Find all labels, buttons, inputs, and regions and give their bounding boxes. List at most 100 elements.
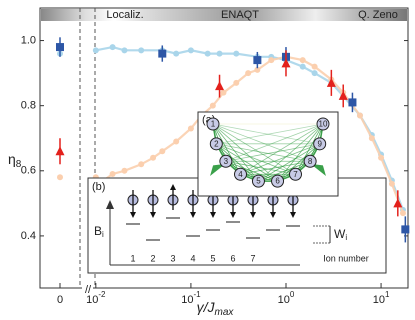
coupling — [212, 123, 296, 175]
sim-point — [245, 70, 252, 77]
node-label: 8 — [308, 157, 313, 166]
x-tick-exponent: -2 — [98, 290, 106, 299]
coupling — [277, 123, 324, 182]
node — [271, 174, 285, 188]
output-arrow — [310, 163, 326, 177]
node-label: 10 — [319, 120, 328, 129]
regime-label: Q. Zeno — [358, 9, 398, 21]
exp-point — [393, 198, 403, 208]
coupling — [225, 123, 324, 162]
sim-point — [173, 50, 180, 57]
sim-point — [399, 210, 406, 217]
w-label-main: W — [334, 227, 346, 241]
sim-point — [138, 161, 145, 168]
sim-point — [109, 44, 116, 51]
node-label: 9 — [317, 139, 322, 148]
ion-number: 3 — [170, 253, 175, 263]
coupling — [216, 123, 324, 145]
x-tick-label: 10-1 — [181, 290, 201, 306]
sim-point — [173, 138, 180, 145]
node-label: 6 — [275, 177, 280, 186]
spin-head — [210, 212, 216, 218]
exp-point — [401, 225, 410, 234]
spin-head — [170, 184, 176, 190]
coupling — [240, 143, 320, 175]
plot-frame — [39, 7, 409, 289]
spin-head — [250, 212, 256, 218]
exp-point — [281, 58, 291, 68]
sim-point — [150, 154, 157, 161]
sim-point — [187, 125, 194, 132]
b-axis-label: Bi — [94, 224, 104, 239]
x-tick-label: 0 — [57, 294, 63, 306]
sim-point — [311, 70, 318, 77]
sim-point — [92, 47, 99, 54]
b-label-sub: i — [102, 230, 104, 239]
input-arrow — [210, 163, 226, 177]
sim-point — [220, 89, 227, 96]
coupling — [240, 160, 311, 175]
ion-number: 5 — [210, 253, 215, 263]
ion-number: 7 — [250, 253, 255, 263]
sim-point — [233, 50, 240, 57]
b-label-main: B — [94, 224, 102, 238]
coupling — [258, 123, 324, 182]
sim-point — [356, 112, 363, 119]
coupling — [216, 143, 259, 182]
node — [219, 154, 233, 168]
coupling — [216, 143, 278, 182]
spin-head — [230, 212, 236, 218]
sim-point — [204, 50, 211, 57]
node-label: 1 — [211, 120, 216, 129]
sim-point — [159, 148, 166, 155]
coupling — [212, 123, 241, 175]
node-label: 5 — [256, 177, 261, 186]
spin-head — [150, 212, 156, 218]
coupling — [258, 143, 320, 182]
spin-head — [190, 212, 196, 218]
ion-number: 6 — [230, 253, 235, 263]
x-tick-base: 10 — [278, 294, 290, 306]
spin-head — [270, 212, 276, 218]
sim-point — [109, 171, 116, 178]
y-label-sub: 8 — [16, 159, 22, 170]
ion-number: 4 — [190, 253, 195, 263]
exp-point — [215, 81, 225, 91]
w-label: Wi — [334, 227, 347, 242]
spin-head — [290, 212, 296, 218]
sim-point — [299, 63, 306, 70]
exp-point — [338, 90, 348, 100]
node — [251, 174, 265, 188]
x-tick-exponent: -1 — [193, 290, 201, 299]
y-tick-label: 0.8 — [21, 100, 36, 112]
sim-point — [216, 50, 223, 57]
exp-point — [55, 146, 65, 156]
sim-point — [388, 180, 395, 187]
sim-point — [209, 102, 216, 109]
y-tick-label: 0.4 — [21, 230, 36, 242]
regime-label: Localiz. — [106, 9, 143, 21]
x-tick-label: 10-2 — [86, 290, 106, 306]
node — [209, 137, 223, 151]
node — [316, 117, 330, 131]
x-tick-base: 10 — [373, 294, 385, 306]
node — [289, 167, 302, 181]
exp-point — [158, 49, 167, 58]
spin-head — [130, 212, 136, 218]
x-tick-exponent: 0 — [290, 290, 295, 299]
x-tick-base: 10 — [181, 294, 193, 306]
x-tick-base: 0 — [57, 294, 63, 306]
coupling — [212, 123, 320, 145]
coupling — [277, 143, 320, 182]
coupling — [212, 123, 278, 182]
node — [303, 154, 317, 168]
y-axis-label: η8 — [8, 151, 22, 170]
coupling — [212, 123, 259, 182]
x-tick-label: 101 — [373, 290, 390, 306]
coupling — [212, 123, 311, 162]
node — [313, 137, 327, 151]
node-label: 4 — [238, 170, 243, 179]
x-label-sub: max — [214, 307, 234, 318]
coupling — [225, 160, 296, 175]
